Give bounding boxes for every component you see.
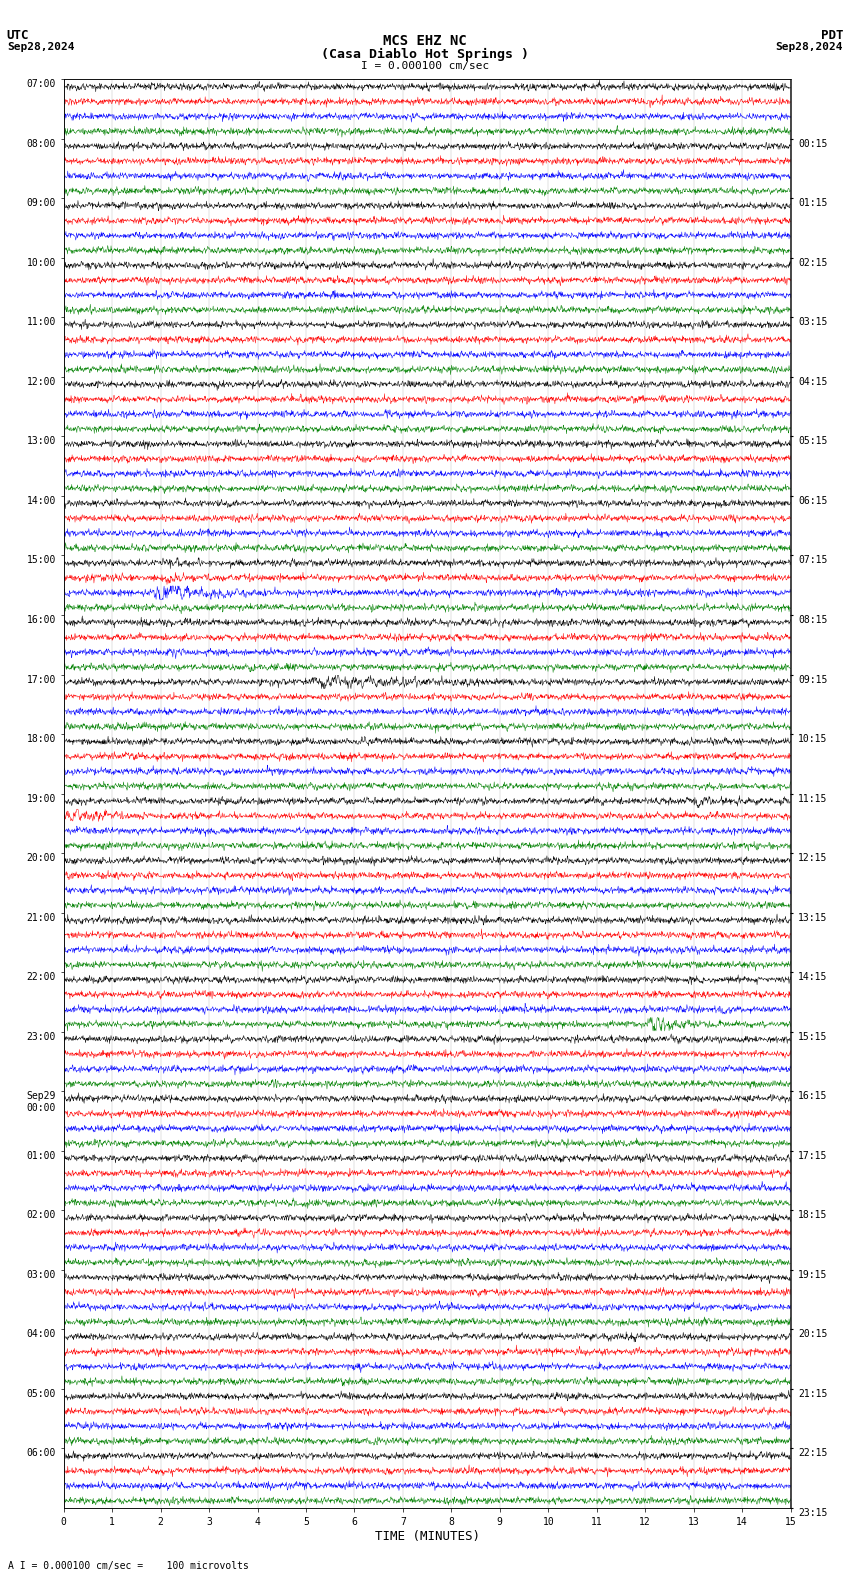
Text: PDT: PDT xyxy=(821,29,843,41)
Text: Sep28,2024: Sep28,2024 xyxy=(776,41,843,52)
X-axis label: TIME (MINUTES): TIME (MINUTES) xyxy=(375,1530,479,1543)
Text: I = 0.000100 cm/sec: I = 0.000100 cm/sec xyxy=(361,60,489,71)
Text: A I = 0.000100 cm/sec =    100 microvolts: A I = 0.000100 cm/sec = 100 microvolts xyxy=(8,1562,249,1571)
Text: Sep28,2024: Sep28,2024 xyxy=(7,41,74,52)
Text: (Casa Diablo Hot Springs ): (Casa Diablo Hot Springs ) xyxy=(321,48,529,60)
Text: UTC: UTC xyxy=(7,29,29,41)
Text: MCS EHZ NC: MCS EHZ NC xyxy=(383,33,467,48)
